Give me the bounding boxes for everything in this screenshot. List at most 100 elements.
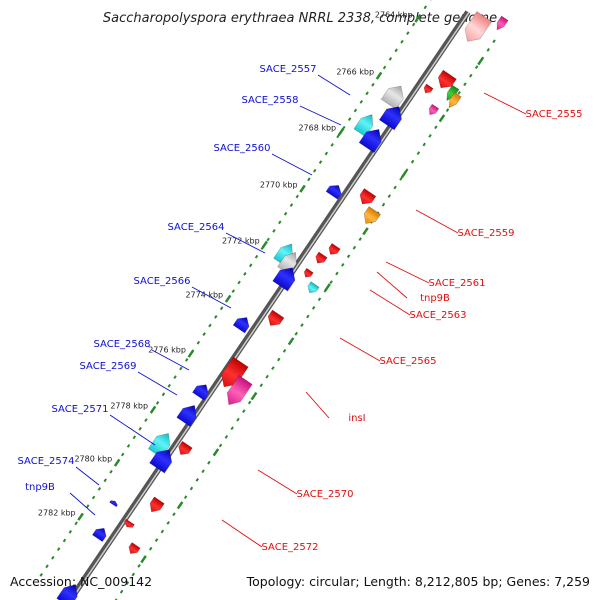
minor-tick	[138, 426, 142, 431]
gene-label-plus[interactable]: SACE_2568	[94, 339, 151, 350]
leader-line	[299, 105, 342, 126]
leader-line	[225, 232, 266, 254]
gene-sace-2565[interactable]	[265, 309, 285, 329]
minor-tick	[445, 108, 450, 112]
gene-sace-2563-a[interactable]	[302, 267, 314, 279]
gene-sace-2568[interactable]	[192, 381, 211, 401]
leader-line	[339, 337, 381, 362]
gene-sace-2558-a[interactable]	[378, 102, 406, 131]
minor-tick	[68, 530, 73, 534]
major-tick	[113, 458, 121, 467]
gene-label-minus[interactable]: SACE_2572	[262, 542, 319, 553]
gene-sace-2558-b[interactable]	[353, 111, 378, 138]
gene-sace-2559-a[interactable]	[356, 188, 377, 207]
topology-label: Topology: circular; Length: 8,212,805 bp…	[246, 574, 590, 589]
gene-label-plus[interactable]: SACE_2569	[80, 361, 137, 372]
gene-sace-2560[interactable]	[325, 182, 344, 200]
gene-sace-2563-b[interactable]	[305, 281, 320, 296]
gene-sace-2572-a[interactable]	[123, 518, 135, 530]
minor-tick	[224, 435, 229, 439]
minor-tick	[126, 444, 131, 448]
gene-label-minus[interactable]: SACE_2565	[380, 356, 437, 367]
gene-label-minus[interactable]: insI	[348, 413, 365, 424]
gene-sace-2570-b[interactable]	[147, 496, 165, 515]
minor-tick	[311, 306, 316, 310]
gene-label-plus[interactable]: SACE_2566	[134, 276, 191, 287]
gene-label-plus[interactable]: SACE_2574	[18, 456, 75, 467]
minor-tick	[236, 417, 240, 422]
gene-sace-2571-b[interactable]	[149, 445, 177, 474]
leader-line	[376, 271, 408, 299]
leader-line	[385, 261, 430, 284]
gene-sace-2564-c[interactable]	[272, 263, 300, 292]
major-tick	[299, 184, 306, 193]
minor-tick	[131, 572, 135, 577]
minor-tick	[289, 203, 294, 207]
gene-label-plus[interactable]: SACE_2560	[214, 143, 271, 154]
gene-sace-2558-c[interactable]	[358, 124, 386, 154]
minor-tick	[336, 134, 340, 139]
gene-salmon-top-a[interactable]	[460, 11, 493, 46]
gene-label-minus[interactable]: tnp9B	[420, 293, 450, 304]
major-tick	[438, 114, 446, 123]
tick-label: 2782 kbp	[38, 508, 76, 517]
gene-sace-2572-b[interactable]	[126, 542, 141, 557]
gene-sace-2561[interactable]	[326, 242, 341, 257]
gene-label-minus[interactable]: SACE_2559	[458, 228, 515, 239]
minor-tick	[388, 57, 393, 61]
gene-sace-2555-c[interactable]	[446, 92, 462, 110]
gene-label-minus[interactable]: SACE_2561	[429, 278, 486, 289]
minor-tick	[56, 547, 61, 551]
major-tick	[362, 227, 369, 236]
gene-insi-b[interactable]	[222, 375, 253, 409]
map-title: Saccharopolyspora erythraea NRRL 2338, c…	[103, 11, 497, 26]
major-tick	[77, 512, 84, 521]
gene-sace-2566[interactable]	[232, 314, 252, 334]
minor-tick	[201, 469, 205, 474]
minor-tick	[394, 48, 398, 53]
minor-tick	[313, 168, 317, 173]
gene-label-plus[interactable]: SACE_2564	[168, 222, 225, 233]
gene-label-minus[interactable]: SACE_2555	[526, 109, 583, 120]
tick-label: 2778 kbp	[110, 401, 148, 410]
gene-sace-2557[interactable]	[380, 81, 408, 110]
tick-label: 2774 kbp	[185, 290, 223, 299]
gene-tnp9b-minus[interactable]	[313, 251, 328, 266]
gene-sace-2574[interactable]	[109, 499, 119, 508]
minor-tick	[341, 263, 345, 267]
leader-line	[75, 466, 100, 486]
gene-sace-2569[interactable]	[176, 401, 201, 427]
gene-sace-2559-b[interactable]	[360, 206, 381, 228]
gene-label-minus[interactable]: SACE_2563	[410, 310, 467, 321]
gene-label-minus[interactable]: SACE_2570	[297, 489, 354, 500]
minor-tick	[411, 22, 416, 27]
gene-label-plus[interactable]: tnp9B	[25, 482, 55, 493]
gene-label-plus[interactable]: SACE_2558	[242, 95, 299, 106]
minor-tick	[416, 151, 421, 155]
gene-sace-2555-d[interactable]	[422, 83, 434, 95]
gene-label-plus[interactable]: SACE_2571	[52, 404, 109, 415]
minor-tick	[120, 452, 125, 457]
minor-tick	[172, 512, 176, 517]
minor-tick	[132, 435, 137, 440]
minor-tick	[265, 374, 269, 379]
gene-sace-2555-e[interactable]	[427, 103, 440, 117]
gene-sace-2570-a[interactable]	[176, 440, 193, 458]
minor-tick	[237, 280, 241, 285]
minor-tick	[207, 460, 211, 465]
minor-tick	[346, 254, 351, 259]
gene-tnp9b-plus[interactable]	[92, 525, 109, 543]
gene-label-plus[interactable]: SACE_2557	[260, 64, 317, 75]
major-tick	[337, 127, 345, 136]
gene-pink-top[interactable]	[494, 15, 509, 32]
minor-tick	[74, 521, 78, 526]
minor-tick	[428, 134, 432, 138]
minor-tick	[231, 289, 235, 293]
minor-tick	[97, 487, 102, 491]
leader-line	[221, 519, 263, 548]
minor-tick	[318, 160, 323, 164]
minor-tick	[219, 306, 224, 311]
minor-tick	[248, 263, 253, 268]
minor-tick	[324, 151, 329, 156]
minor-tick	[294, 331, 298, 336]
